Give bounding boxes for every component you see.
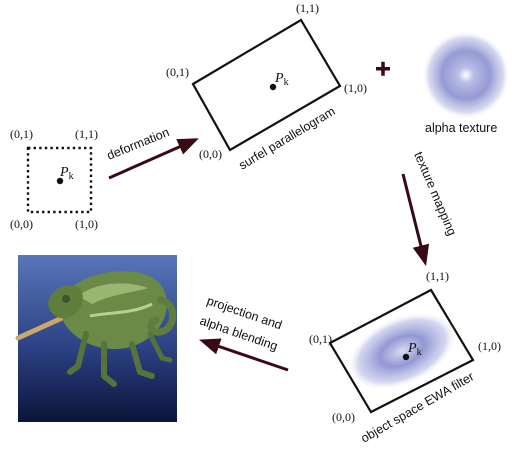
projection-arrow-group: projection and alpha blending: [198, 294, 288, 370]
alpha-texture-label: alpha texture: [425, 121, 497, 135]
deformation-arrow-group: deformation: [105, 125, 195, 178]
coord-label: (0,1): [166, 65, 189, 79]
surfel-parallelogram-group: Pk (0,1) (1,1) (1,0) (0,0) surfel parall…: [166, 1, 367, 173]
deformation-label: deformation: [105, 125, 171, 163]
coord-label: (0,1): [309, 332, 332, 346]
texture-mapping-arrow: [403, 174, 425, 262]
coord-label: (1,1): [75, 127, 98, 141]
surfel-parallelogram: [193, 20, 340, 150]
rendered-image: [18, 255, 177, 422]
coord-label: (1,0): [75, 217, 98, 231]
texture-mapping-arrow-group: texture mapping: [403, 150, 459, 262]
coord-label: (0,1): [10, 127, 33, 141]
coord-label: (1,1): [296, 1, 319, 15]
coord-label: (0,0): [10, 217, 33, 231]
point-label: Pk: [59, 165, 74, 182]
point-label: Pk: [274, 71, 289, 88]
coord-label: (0,0): [199, 147, 222, 161]
alpha-texture-gaussian: [422, 31, 510, 119]
ewa-filter-group: Pk (0,1) (1,1) (1,0) (0,0) object space …: [309, 269, 501, 446]
coord-label: (0,0): [332, 410, 355, 424]
texture-mapping-label: texture mapping: [411, 150, 459, 238]
coord-label: (1,0): [478, 339, 501, 353]
unit-square-group: Pk (0,1) (1,1) (0,0) (1,0): [10, 127, 98, 231]
alpha-texture-group: alpha texture: [422, 31, 510, 135]
coord-label: (1,0): [344, 81, 367, 95]
plus-icon: [376, 62, 390, 76]
coord-label: (1,1): [426, 269, 449, 283]
